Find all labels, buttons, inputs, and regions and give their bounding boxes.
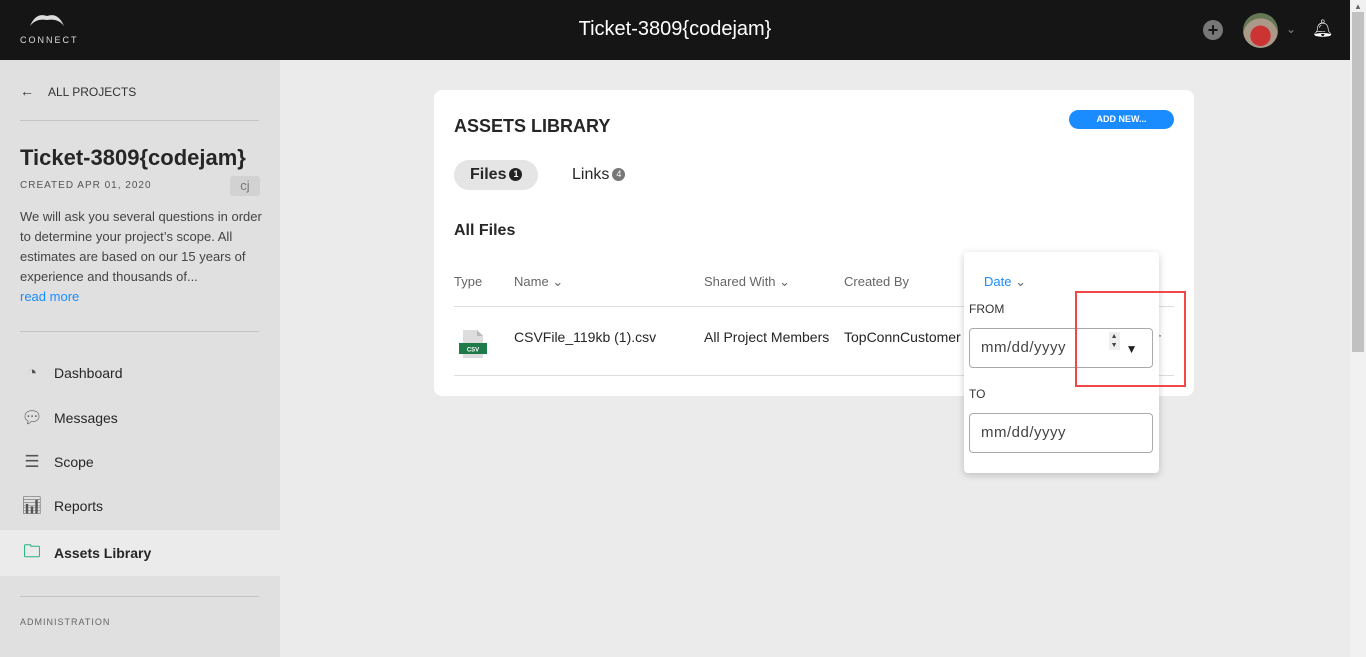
- sidebar-item-label: Dashboard: [54, 365, 123, 381]
- sidebar-item-reports[interactable]: 📊︎ Reports: [0, 484, 280, 528]
- sidebar-item-label: Assets Library: [54, 545, 152, 561]
- initials-badge: cj: [230, 176, 260, 196]
- sidebar-item-scope[interactable]: ☰ Scope: [0, 440, 280, 484]
- section-title: ASSETS LIBRARY: [454, 116, 611, 136]
- folder-icon: 🗀: [23, 541, 41, 561]
- to-placeholder: mm/dd/yyyy: [981, 424, 1067, 441]
- logo-icon: [30, 15, 64, 26]
- tab-links[interactable]: Links 4: [556, 160, 641, 190]
- divider: [454, 375, 1174, 376]
- connect-logo[interactable]: CONNECT: [20, 12, 79, 45]
- column-type: Type: [454, 274, 483, 289]
- column-label: Name: [514, 274, 549, 289]
- sidebar-item-label: Scope: [54, 454, 94, 470]
- scrollbar-thumb[interactable]: [1352, 12, 1364, 352]
- arrow-left-icon: ←: [20, 83, 34, 99]
- to-date-input[interactable]: mm/dd/yyyy: [969, 413, 1153, 453]
- file-name[interactable]: CSVFile_119kb (1).csv: [514, 329, 657, 345]
- divider: [20, 596, 259, 597]
- project-description: We will ask you several questions in ord…: [20, 209, 262, 284]
- sidebar-item-dashboard[interactable]: ◔ Dashboard: [0, 351, 280, 395]
- spinner-icon[interactable]: ▲ ▼: [1108, 332, 1120, 350]
- created-by: TopConnCustomer: [844, 329, 961, 345]
- date-label: Date: [984, 274, 1012, 289]
- bell-icon[interactable]: 🔔︎: [1312, 19, 1334, 38]
- administration-heading: ADMINISTRATION: [20, 617, 111, 627]
- file-type-label: CSV: [467, 348, 479, 354]
- sidebar: ← ALL PROJECTS Ticket-3809{codejam} CREAT…: [0, 60, 280, 657]
- calendar-dropdown-icon[interactable]: ▼: [1125, 342, 1138, 356]
- sidebar-item-assets-library[interactable]: 🗀 Assets Library: [0, 530, 280, 576]
- chevron-down-icon: ⌄: [1015, 274, 1026, 289]
- list-icon: ☰: [24, 452, 40, 471]
- chevron-down-icon: ⌄: [779, 274, 791, 289]
- chat-icon: 💬︎: [21, 408, 43, 427]
- date-filter-popover: Date ⌄ FROM mm/dd/yyyy ▲ ▼ ▼ TO mm/dd/yyyy: [964, 252, 1159, 473]
- top-bar: CONNECT Ticket-3809{codejam} + ⌄ 🔔︎: [0, 0, 1350, 60]
- date-column-header[interactable]: Date ⌄: [984, 274, 1026, 290]
- tab-label: Links: [572, 166, 610, 183]
- column-shared-with[interactable]: Shared With ⌄: [704, 274, 790, 290]
- divider: [20, 331, 259, 332]
- sidebar-item-messages[interactable]: 💬︎ Messages: [0, 396, 280, 440]
- sidebar-item-label: Reports: [54, 498, 104, 514]
- chart-icon: 📊︎: [21, 496, 43, 515]
- column-created-by: Created By: [844, 274, 910, 289]
- avatar[interactable]: [1243, 13, 1278, 48]
- gauge-icon: ◔: [26, 363, 38, 382]
- project-title: Ticket-3809{codejam}: [20, 145, 246, 170]
- logo-text: CONNECT: [20, 35, 79, 45]
- highlight-box: [1075, 291, 1186, 387]
- from-date-input[interactable]: mm/dd/yyyy ▲ ▼ ▼: [969, 328, 1153, 368]
- column-label: Shared With: [704, 274, 776, 289]
- add-new-button[interactable]: ADD NEW...: [1069, 110, 1174, 129]
- scroll-up-icon[interactable]: ▲: [1354, 2, 1362, 11]
- divider: [20, 120, 259, 121]
- scrollbar[interactable]: ▲: [1350, 0, 1366, 657]
- tab-files[interactable]: Files 1: [454, 160, 539, 190]
- created-date: CREATED APR 01, 2020: [20, 180, 152, 191]
- shared-with: All Project Members: [704, 329, 830, 345]
- page-title: Ticket-3809{codejam}: [578, 18, 772, 40]
- column-name[interactable]: Name ⌄: [514, 274, 563, 290]
- chevron-down-icon[interactable]: ⌄: [1286, 22, 1297, 36]
- plus-circle-icon[interactable]: +: [1203, 20, 1223, 40]
- read-more-link[interactable]: read more: [20, 289, 80, 304]
- divider: [454, 306, 1174, 307]
- from-placeholder: mm/dd/yyyy: [981, 339, 1067, 356]
- all-files-heading: All Files: [454, 222, 516, 239]
- sidebar-item-label: Messages: [54, 410, 118, 426]
- all-projects-link[interactable]: ← ALL PROJECTS: [20, 83, 136, 99]
- tab-label: Files: [470, 166, 507, 183]
- to-label: TO: [969, 387, 986, 401]
- chevron-down-icon: ⌄: [552, 274, 564, 289]
- back-label: ALL PROJECTS: [48, 85, 137, 99]
- count-badge: 4: [612, 168, 626, 182]
- from-label: FROM: [969, 302, 1005, 316]
- csv-file-icon: CSV: [459, 330, 487, 358]
- count-badge: 1: [509, 168, 523, 182]
